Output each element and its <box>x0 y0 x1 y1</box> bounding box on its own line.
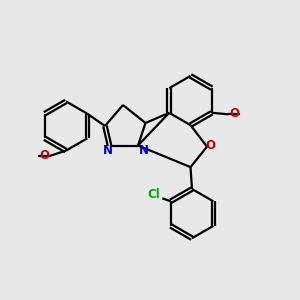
Text: O: O <box>206 139 216 152</box>
Text: O: O <box>229 107 239 120</box>
Text: Cl: Cl <box>147 188 160 201</box>
Text: N: N <box>103 144 113 158</box>
Text: N: N <box>139 144 149 158</box>
Text: O: O <box>39 149 49 162</box>
